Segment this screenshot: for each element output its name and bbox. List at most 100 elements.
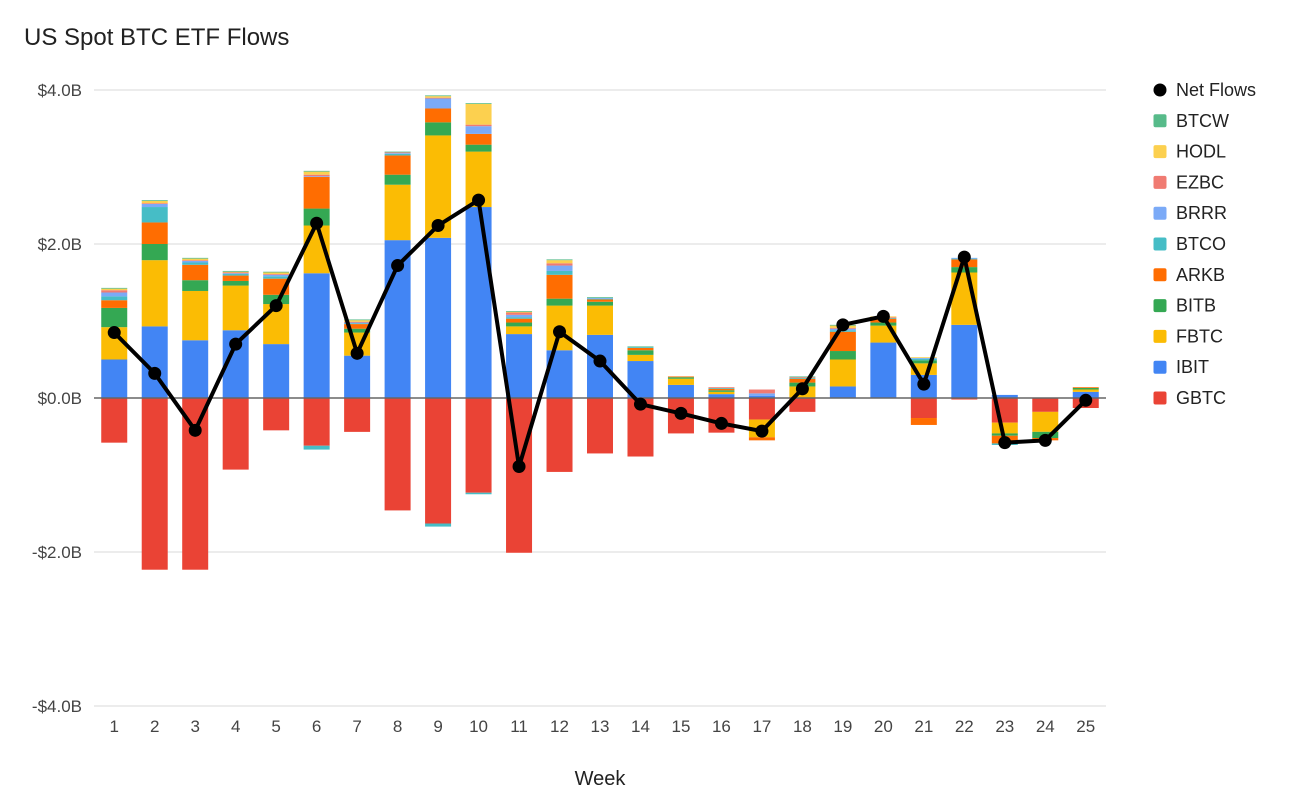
- bar-arkb-week-14[interactable]: [627, 347, 654, 351]
- bar-gbtc-week-18[interactable]: [789, 398, 816, 412]
- bar-bitb-week-25[interactable]: [1072, 387, 1099, 390]
- bar-hodl-week-3[interactable]: [182, 258, 209, 261]
- bar-arkb-week-1[interactable]: [101, 300, 128, 308]
- bar-arkb-week-2[interactable]: [141, 222, 168, 244]
- bar-arkb-week-3[interactable]: [182, 264, 209, 281]
- bar-ezbc-week-2[interactable]: [141, 203, 168, 204]
- bar-ibit-week-19[interactable]: [829, 386, 856, 398]
- bar-bitb-week-9[interactable]: [425, 122, 452, 136]
- bar-arkb-week-6[interactable]: [303, 177, 330, 209]
- bar-hodl-week-12[interactable]: [546, 260, 573, 264]
- bar-fbtc-week-21[interactable]: [910, 363, 937, 375]
- bar-fbtc-week-15[interactable]: [667, 378, 694, 385]
- bar-brrr-week-5[interactable]: [263, 274, 290, 277]
- bar-btcw-week-4[interactable]: [222, 270, 249, 272]
- bar-btcw-week-11[interactable]: [506, 310, 533, 312]
- bar-bitb-week-11[interactable]: [506, 322, 533, 327]
- bar-btcw-week-7[interactable]: [344, 319, 371, 321]
- bar-brrr-week-4[interactable]: [222, 273, 249, 275]
- bar-hodl-week-10[interactable]: [465, 103, 492, 125]
- bar-ezbc-week-16[interactable]: [708, 387, 735, 388]
- bar-fbtc-week-3[interactable]: [182, 290, 209, 341]
- bar-ibit-week-1[interactable]: [101, 359, 128, 399]
- bar-btco-week-6[interactable]: [303, 445, 330, 450]
- legend-item-brrr[interactable]: BRRR: [1153, 203, 1228, 223]
- bar-gbtc-week-2[interactable]: [141, 398, 168, 570]
- legend-item-ezbc[interactable]: EZBC: [1153, 172, 1225, 192]
- bar-bitb-week-8[interactable]: [384, 174, 411, 185]
- bar-gbtc-week-9[interactable]: [425, 398, 452, 524]
- bar-gbtc-week-11[interactable]: [506, 398, 533, 553]
- bar-gbtc-week-12[interactable]: [546, 398, 573, 472]
- bar-brrr-week-6[interactable]: [303, 176, 330, 178]
- net-flows-point-week-10[interactable]: [472, 193, 486, 207]
- net-flows-point-week-25[interactable]: [1079, 393, 1093, 407]
- bar-bitb-week-7[interactable]: [344, 328, 371, 333]
- bar-ezbc-week-9[interactable]: [425, 97, 452, 99]
- bar-gbtc-week-7[interactable]: [344, 398, 371, 432]
- bar-btco-week-21[interactable]: [910, 358, 937, 361]
- bar-brrr-week-13[interactable]: [587, 297, 613, 299]
- bar-ibit-week-15[interactable]: [667, 384, 694, 398]
- bar-arkb-week-11[interactable]: [506, 318, 533, 323]
- bar-btco-week-12[interactable]: [546, 270, 573, 275]
- bar-ezbc-week-10[interactable]: [465, 124, 492, 127]
- bar-fbtc-week-2[interactable]: [141, 260, 168, 327]
- legend-item-arkb[interactable]: ARKB: [1153, 265, 1226, 285]
- bar-brrr-week-8[interactable]: [384, 153, 411, 154]
- legend-item-btco[interactable]: BTCO: [1153, 234, 1227, 254]
- bar-brrr-week-21[interactable]: [910, 357, 937, 359]
- bar-btcw-week-13[interactable]: [587, 297, 613, 298]
- bar-btco-week-16[interactable]: [708, 387, 735, 389]
- bar-bitb-week-16[interactable]: [708, 390, 735, 392]
- bar-ibit-week-23[interactable]: [991, 394, 1018, 398]
- bar-btcw-week-10[interactable]: [465, 103, 492, 104]
- net-flows-point-week-9[interactable]: [431, 219, 445, 233]
- bar-arkb-week-13[interactable]: [587, 299, 613, 302]
- bar-bitb-week-21[interactable]: [910, 360, 937, 364]
- bar-hodl-week-2[interactable]: [141, 200, 168, 204]
- bar-ibit-week-10[interactable]: [465, 207, 492, 398]
- bar-arkb-week-21[interactable]: [910, 418, 937, 425]
- bar-fbtc-week-8[interactable]: [384, 184, 411, 241]
- legend-item-gbtc[interactable]: GBTC: [1153, 388, 1227, 408]
- bar-bitb-week-4[interactable]: [222, 280, 249, 286]
- bar-ezbc-week-8[interactable]: [384, 152, 411, 154]
- net-flows-point-week-21[interactable]: [917, 377, 931, 391]
- bar-bitb-week-3[interactable]: [182, 280, 209, 291]
- bar-btco-week-10[interactable]: [465, 492, 492, 495]
- net-flows-point-week-19[interactable]: [836, 318, 850, 332]
- bar-ezbc-week-4[interactable]: [222, 272, 249, 274]
- bar-ibit-week-9[interactable]: [425, 237, 452, 398]
- bar-btcw-week-2[interactable]: [141, 200, 168, 201]
- bar-arkb-week-15[interactable]: [667, 376, 694, 378]
- bar-gbtc-week-5[interactable]: [263, 398, 290, 431]
- bar-brrr-week-7[interactable]: [344, 322, 371, 324]
- net-flows-point-week-15[interactable]: [674, 406, 688, 420]
- bar-gbtc-week-6[interactable]: [303, 398, 330, 446]
- legend-item-net-flows[interactable]: Net Flows: [1153, 80, 1257, 100]
- bar-bitb-week-12[interactable]: [546, 298, 573, 306]
- legend-item-ibit[interactable]: IBIT: [1153, 357, 1210, 377]
- bar-hodl-week-1[interactable]: [101, 288, 128, 291]
- bar-btco-week-5[interactable]: [263, 276, 290, 279]
- bar-btcw-week-8[interactable]: [384, 151, 411, 153]
- bar-bitb-week-13[interactable]: [587, 301, 613, 306]
- bar-arkb-week-9[interactable]: [425, 108, 452, 123]
- bar-gbtc-week-17[interactable]: [748, 398, 775, 420]
- bar-ibit-week-7[interactable]: [344, 355, 371, 398]
- bar-brrr-week-10[interactable]: [465, 126, 492, 134]
- bar-btcw-week-14[interactable]: [627, 346, 654, 348]
- bar-ezbc-week-1[interactable]: [101, 290, 128, 293]
- bar-ibit-week-20[interactable]: [870, 342, 897, 398]
- bar-ezbc-week-11[interactable]: [506, 312, 533, 315]
- bar-ibit-week-22[interactable]: [951, 324, 978, 398]
- bar-arkb-week-10[interactable]: [465, 133, 492, 145]
- net-flows-point-week-16[interactable]: [714, 416, 728, 430]
- bar-btco-week-4[interactable]: [222, 274, 249, 276]
- bar-hodl-week-7[interactable]: [344, 320, 371, 322]
- bar-gbtc-week-3[interactable]: [182, 398, 209, 570]
- bar-fbtc-week-16[interactable]: [708, 391, 735, 395]
- bar-btco-week-2[interactable]: [141, 207, 168, 223]
- bar-arkb-week-25[interactable]: [1072, 387, 1099, 388]
